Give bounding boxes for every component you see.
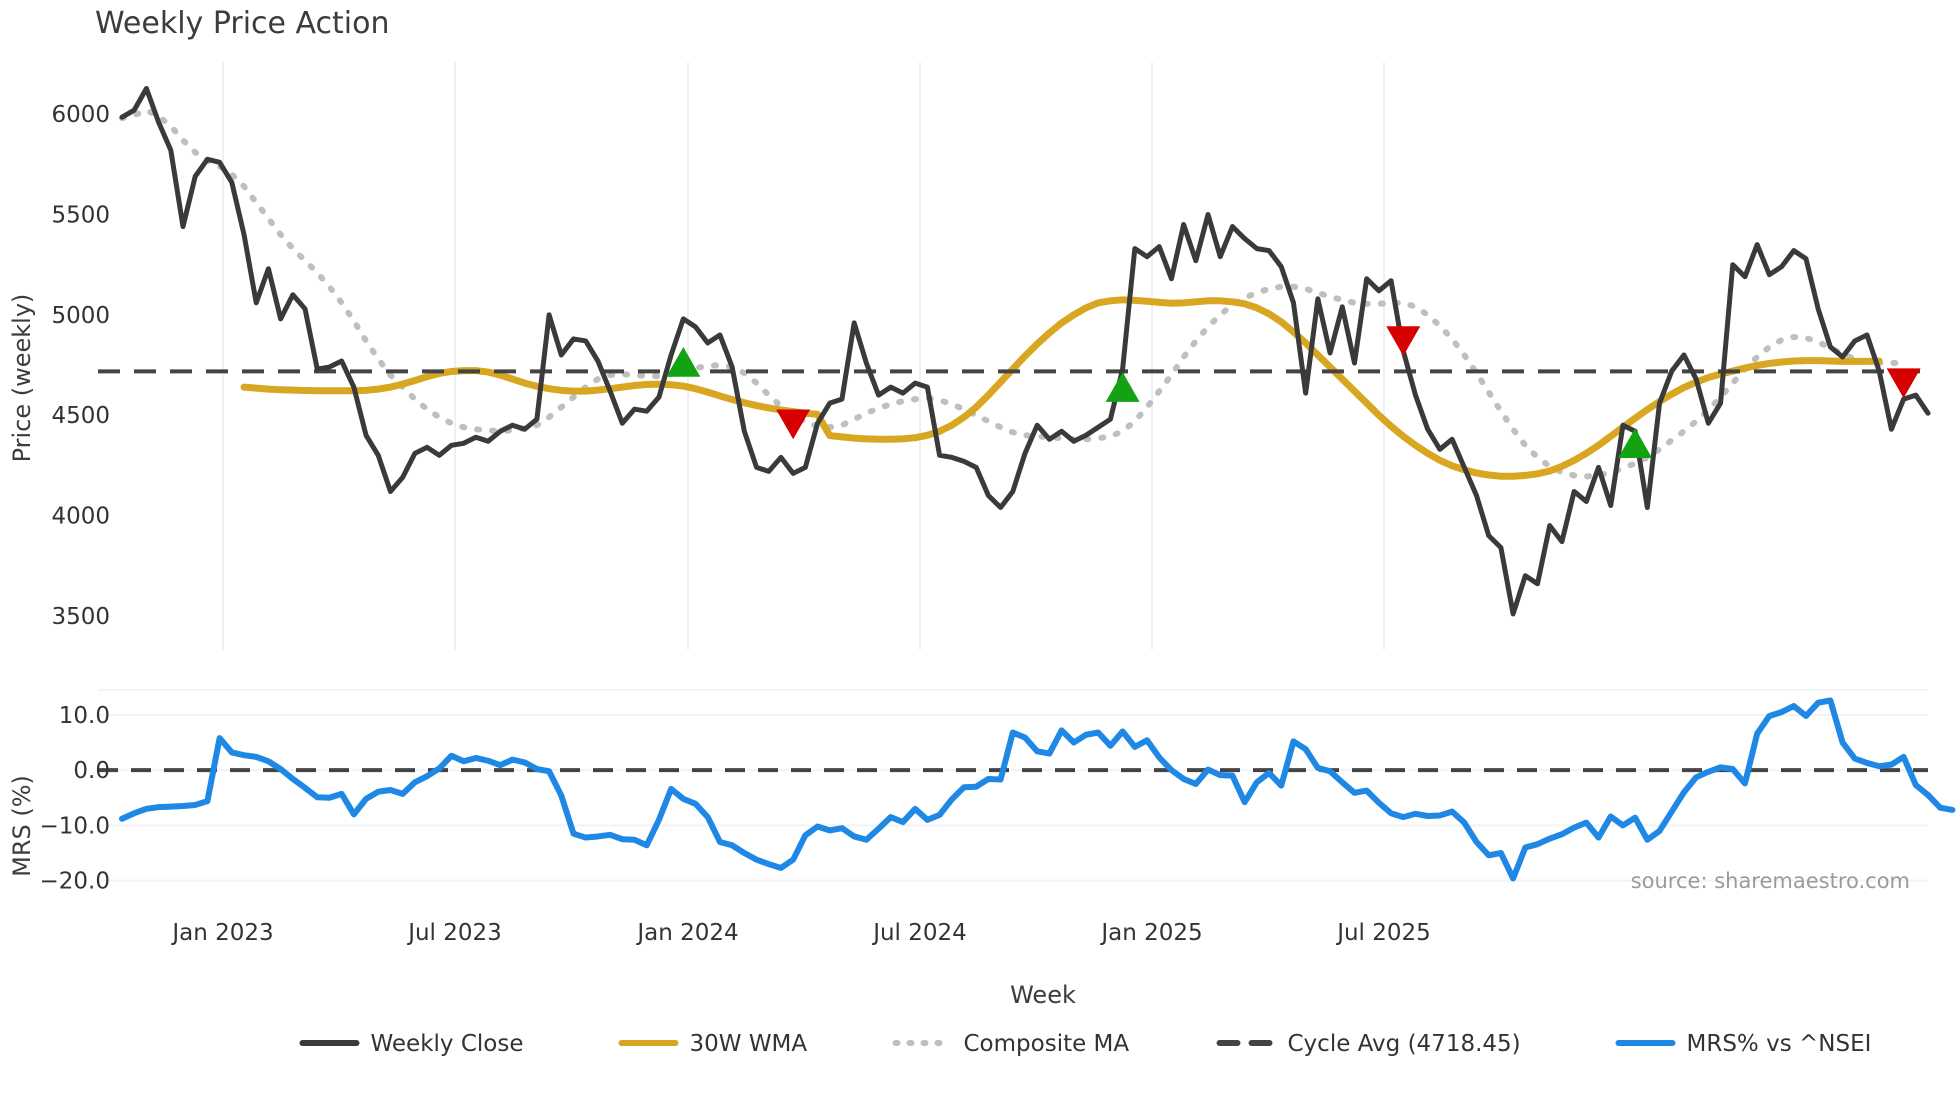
- legend-label: Cycle Avg (4718.45): [1288, 1031, 1521, 1057]
- price-series-group: [98, 85, 1931, 617]
- buy-marker: [666, 347, 701, 377]
- mrs-y-tick: 0.0: [73, 758, 110, 784]
- legend-label: 30W WMA: [690, 1031, 808, 1057]
- trade-markers-group: [666, 326, 1921, 459]
- mrs-y-tick: −20.0: [40, 869, 110, 895]
- mrs-y-tick-labels: −20.0 −10.0 0.0 10.0: [40, 703, 110, 895]
- price-y-tick: 3500: [51, 604, 110, 630]
- mrs-line: [119, 697, 1956, 882]
- page-title: Weekly Price Action: [95, 6, 390, 41]
- x-tick-labels: Jan 2023 Jul 2023 Jan 2024 Jul 2024 Jan 2025…: [170, 920, 1430, 946]
- price-y-tick: 5000: [51, 303, 110, 329]
- legend-item[interactable]: Composite MA: [892, 1031, 1130, 1057]
- x-tick-label: Jul 2024: [871, 920, 967, 946]
- sell-marker: [1886, 368, 1921, 399]
- sell-marker: [1386, 326, 1421, 356]
- x-tick-label: Jan 2025: [1099, 920, 1202, 946]
- price-y-tick: 6000: [51, 102, 110, 128]
- legend-item[interactable]: 30W WMA: [618, 1031, 808, 1057]
- legend-label: Composite MA: [964, 1031, 1130, 1057]
- price-y-tick-labels: 3500 4000 4500 5000 5500 6000: [51, 102, 110, 630]
- buy-marker: [1105, 372, 1140, 402]
- mrs-y-tick: −10.0: [40, 813, 110, 839]
- price-y-tick: 4500: [51, 403, 110, 429]
- mrs-y-tick: 10.0: [59, 703, 110, 729]
- mrs-series-group: [98, 697, 1956, 882]
- source-watermark: source: sharemaestro.com: [1631, 869, 1910, 893]
- x-tick-label: Jan 2024: [635, 920, 738, 946]
- x-axis-label: Week: [1010, 981, 1076, 1009]
- legend-label: MRS% vs ^NSEI: [1687, 1031, 1872, 1057]
- x-tick-label: Jan 2023: [170, 920, 273, 946]
- buy-marker: [1618, 428, 1653, 459]
- mrs-axis-label: MRS (%): [8, 775, 36, 877]
- weekly-close-line: [119, 85, 1931, 617]
- legend-item[interactable]: Cycle Avg (4718.45): [1216, 1031, 1521, 1057]
- x-tick-label: Jul 2025: [1335, 920, 1431, 946]
- legend-item[interactable]: MRS% vs ^NSEI: [1615, 1031, 1872, 1057]
- price-axis-label: Price (weekly): [8, 294, 36, 463]
- composite-ma-line: [119, 107, 1907, 480]
- legend-item[interactable]: Weekly Close: [299, 1031, 524, 1057]
- price-y-tick: 5500: [51, 203, 110, 229]
- sell-marker: [776, 409, 811, 440]
- price-y-tick: 4000: [51, 504, 110, 530]
- x-tick-label: Jul 2023: [406, 920, 502, 946]
- wma-line: [240, 296, 1883, 480]
- legend-label: Weekly Close: [371, 1031, 524, 1057]
- chart-legend: Weekly Close 30W WMA Composite MA Cycle Avg…: [299, 1031, 1872, 1057]
